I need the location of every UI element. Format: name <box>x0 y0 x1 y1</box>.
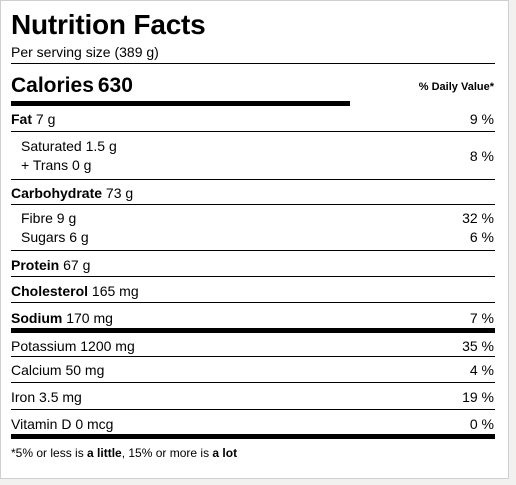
calcium-row: Calcium 50 mg 4 % <box>11 357 495 383</box>
nutrition-panel: Nutrition Facts Per serving size (389 g)… <box>0 0 509 479</box>
cholesterol-label: Cholesterol <box>11 283 89 299</box>
fibre-sugars-row: Fibre 9 g 32 % Sugars 6 g 6 % <box>11 205 495 251</box>
potassium-row: Potassium 1200 mg 35 % <box>11 333 495 357</box>
fibre-label: Fibre 9 g <box>21 210 77 226</box>
footnote-part1: *5% or less is <box>11 446 88 460</box>
vitamin-d-label: Vitamin D 0 mcg <box>11 416 114 432</box>
calories-value: 630 <box>97 74 133 97</box>
fat-pct: 9 % <box>469 111 494 127</box>
vitamin-d-pct: 0 % <box>469 416 494 432</box>
iron-row: Iron 3.5 mg 19 % <box>11 383 495 410</box>
sodium-label: Sodium <box>11 310 63 326</box>
vitamin-d-row: Vitamin D 0 mcg 0 % <box>11 410 495 434</box>
carbohydrate-label: Carbohydrate <box>11 185 103 201</box>
cholesterol-row: Cholesterol 165 mg <box>11 277 495 303</box>
footnote-lot: a lot <box>212 446 238 460</box>
calories-label: Calories <box>11 74 94 97</box>
sugars-label: Sugars 6 g <box>21 229 89 245</box>
sodium-row: Sodium 170 mg 7 % <box>11 303 495 328</box>
protein-row: Protein 67 g <box>11 251 495 277</box>
carbohydrate-row: Carbohydrate 73 g <box>11 180 495 205</box>
protein-amount: 67 g <box>63 257 91 273</box>
calcium-label: Calcium 50 mg <box>11 362 105 378</box>
calories-row: Calories 630 % Daily Value* <box>11 64 495 101</box>
fat-amount: 7 g <box>35 111 56 127</box>
fat-label: Fat <box>11 111 32 127</box>
nutrition-label: Nutrition Facts Per serving size (389 g)… <box>11 9 495 461</box>
daily-value-header: % Daily Value* <box>418 81 494 93</box>
serving-size: Per serving size (389 g) <box>11 43 495 64</box>
potassium-pct: 35 % <box>462 338 494 354</box>
sodium-pct: 7 % <box>469 310 494 326</box>
saturated-trans-pct: 8 % <box>469 148 494 164</box>
calories-divider <box>11 101 350 106</box>
fibre-pct: 32 % <box>462 210 494 226</box>
cholesterol-amount: 165 mg <box>91 283 139 299</box>
potassium-label: Potassium 1200 mg <box>11 338 135 354</box>
footnote-part2: , 15% or more is <box>121 446 213 460</box>
iron-label: Iron 3.5 mg <box>11 389 82 405</box>
saturated-trans-row: Saturated 1.5 g + Trans 0 g 8 % <box>11 132 495 180</box>
protein-label: Protein <box>11 257 60 273</box>
footnote-little: a little <box>87 446 122 460</box>
footnote: *5% or less is a little, 15% or more is … <box>11 439 495 461</box>
carbohydrate-amount: 73 g <box>105 185 134 201</box>
saturated-label: Saturated 1.5 g <box>21 138 117 154</box>
calcium-pct: 4 % <box>469 362 494 378</box>
footnote-divider <box>11 434 495 439</box>
sodium-amount: 170 mg <box>66 310 113 326</box>
iron-pct: 19 % <box>462 389 494 405</box>
nutrition-title: Nutrition Facts <box>11 9 206 40</box>
trans-label: + Trans 0 g <box>21 157 92 173</box>
fat-row: Fat 7 g 9 % <box>11 106 495 132</box>
calories: Calories 630 <box>11 73 133 99</box>
sugars-pct: 6 % <box>469 229 494 245</box>
sodium-divider <box>11 328 495 333</box>
